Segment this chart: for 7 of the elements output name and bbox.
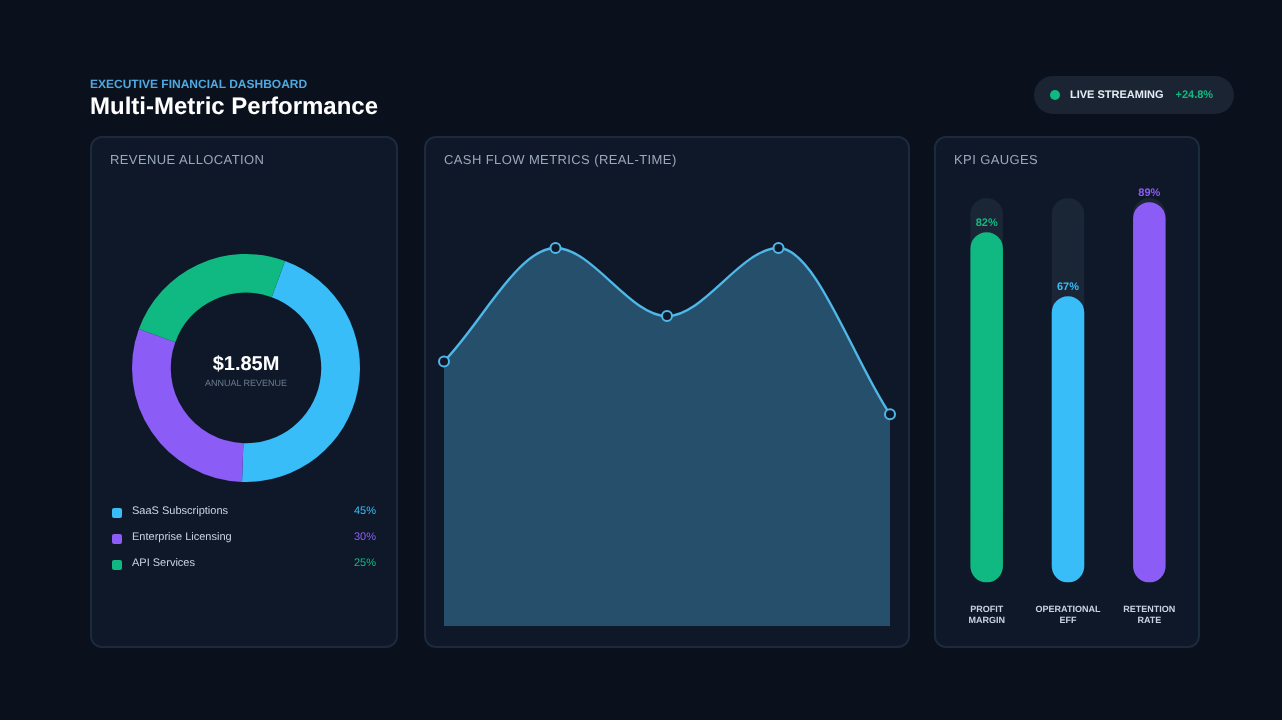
text: $1.85M	[212, 354, 280, 376]
point	[661, 310, 673, 323]
point	[438, 355, 450, 368]
point	[772, 242, 785, 254]
point	[549, 242, 562, 254]
text: Multi-Metric Performance	[90, 92, 379, 120]
point	[884, 408, 896, 421]
